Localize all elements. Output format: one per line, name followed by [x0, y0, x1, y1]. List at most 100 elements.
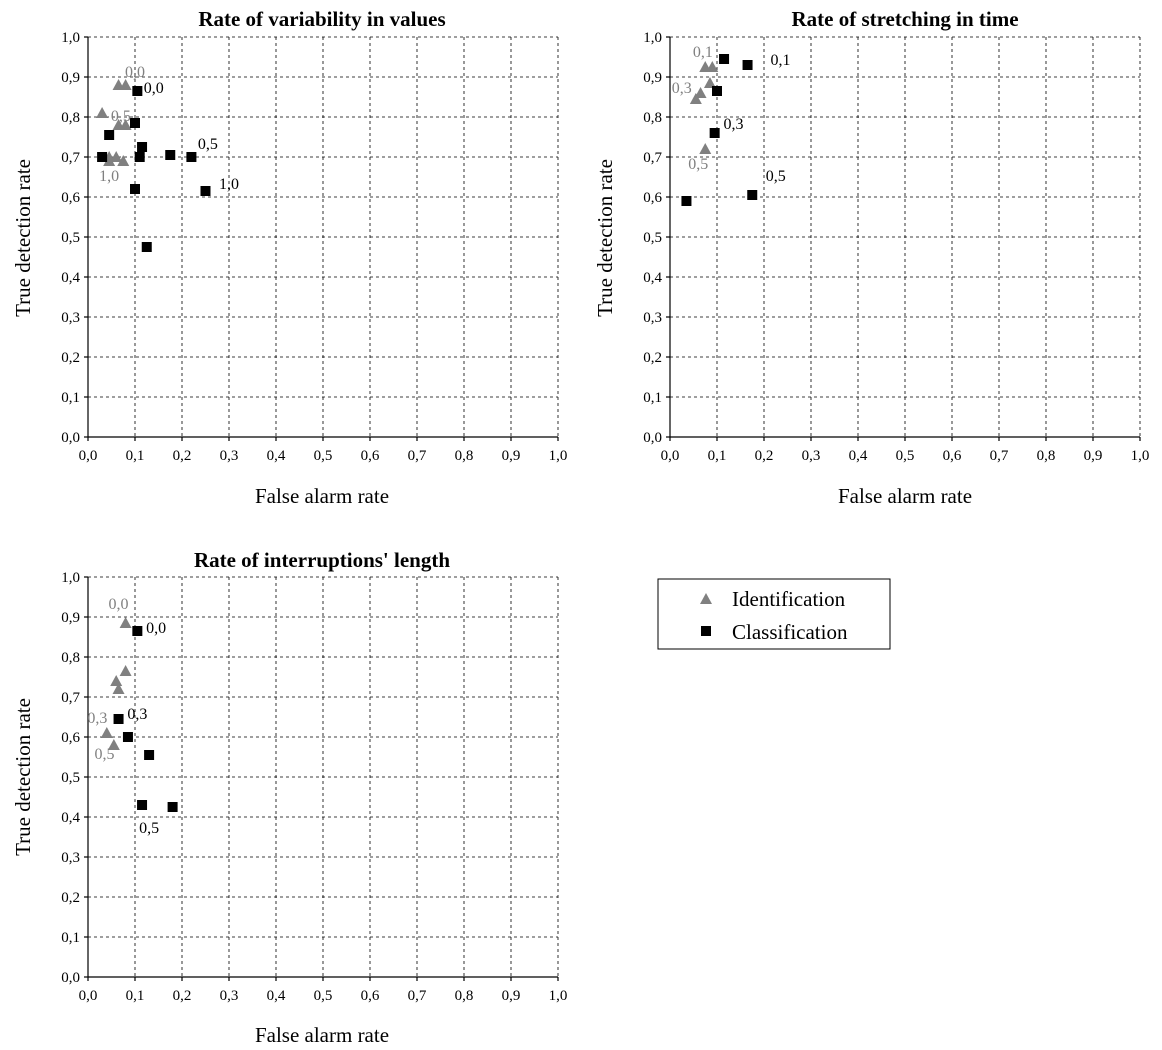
chart-variability: Rate of variability in values False alar…: [11, 7, 567, 508]
point-annotation: 0,5: [688, 156, 708, 173]
identification-point: [703, 77, 716, 88]
y-tick-label: 0,3: [643, 310, 662, 326]
y-tick-label: 1,0: [61, 570, 80, 586]
classification-point: [113, 714, 124, 724]
classification-point: [122, 732, 133, 742]
y-tick-label: 0,3: [61, 310, 80, 326]
y-tick-label: 0,1: [643, 390, 662, 406]
point-annotation: 0,5: [198, 136, 218, 153]
y-tick-label: 0,4: [643, 270, 662, 286]
x-tick-label: 0,0: [661, 448, 680, 464]
identification-point: [119, 79, 132, 90]
x-tick-label: 1,0: [1131, 448, 1150, 464]
point-annotation: 0,5: [766, 168, 786, 185]
y-tick-label: 0,6: [61, 730, 80, 746]
identification-point: [107, 739, 120, 750]
x-tick-label: 0,8: [1037, 448, 1056, 464]
classification-point: [165, 150, 176, 160]
identification-point: [699, 143, 712, 154]
x-tick-label: 0,5: [314, 448, 333, 464]
chart-stretching: Rate of stretching in time False alarm r…: [593, 7, 1149, 508]
identification-point: [110, 151, 123, 162]
chart-title: Rate of stretching in time: [791, 7, 1018, 31]
point-annotation: 0,3: [723, 116, 743, 133]
x-tick-label: 0,3: [220, 988, 239, 1004]
x-tick-label: 0,7: [408, 448, 427, 464]
point-annotation: 0,5: [111, 108, 131, 125]
point-annotation: 1,0: [219, 176, 239, 193]
x-tick-label: 0,0: [79, 988, 98, 1004]
classification-point: [137, 142, 148, 152]
y-tick-label: 0,8: [643, 110, 662, 126]
classification-point: [104, 130, 115, 140]
classification-point: [712, 86, 722, 96]
identification-point: [110, 675, 123, 686]
x-tick-label: 0,4: [267, 448, 286, 464]
x-tick-label: 0,5: [896, 448, 915, 464]
x-axis-label: False alarm rate: [838, 484, 972, 508]
x-tick-label: 0,3: [220, 448, 239, 464]
y-tick-label: 0,1: [61, 930, 80, 946]
y-tick-label: 0,7: [61, 690, 80, 706]
y-tick-label: 0,5: [61, 770, 80, 786]
point-annotation: 0,0: [144, 80, 164, 97]
y-axis-label: True detection rate: [11, 159, 35, 317]
x-tick-label: 0,6: [361, 988, 380, 1004]
legend-box: [657, 578, 891, 650]
x-tick-label: 0,5: [314, 988, 333, 1004]
point-annotation: 0,0: [146, 620, 166, 637]
identification-point: [96, 107, 109, 118]
y-tick-label: 0,0: [61, 970, 80, 986]
point-annotation: 1,0: [99, 168, 119, 185]
classification-point: [200, 186, 211, 196]
legend-square-marker: [701, 626, 711, 636]
classification-point: [681, 196, 692, 206]
identification-point: [103, 155, 116, 166]
classification-point: [130, 184, 140, 194]
classification-point: [132, 626, 143, 636]
identification-point: [117, 155, 130, 166]
x-axis-label: False alarm rate: [255, 1023, 389, 1047]
classification-point: [719, 54, 730, 64]
classification-point: [137, 800, 148, 810]
y-tick-label: 0,5: [643, 230, 662, 246]
x-tick-label: 0,1: [126, 988, 145, 1004]
y-tick-label: 0,6: [61, 190, 80, 206]
x-tick-label: 0,6: [943, 448, 962, 464]
x-tick-label: 0,9: [502, 448, 521, 464]
chart-title: Rate of interruptions' length: [194, 548, 450, 572]
classification-point: [167, 802, 178, 812]
y-axis-label: True detection rate: [11, 698, 35, 856]
y-tick-label: 0,8: [61, 110, 80, 126]
classification-point: [97, 152, 108, 162]
point-annotation: 0,3: [672, 80, 692, 97]
y-tick-label: 0,6: [643, 190, 662, 206]
point-annotation: 0,3: [127, 706, 147, 723]
y-tick-label: 0,7: [643, 150, 662, 166]
y-tick-label: 1,0: [61, 30, 80, 46]
y-tick-label: 0,9: [643, 70, 662, 86]
x-tick-label: 0,8: [455, 988, 474, 1004]
x-tick-label: 0,1: [708, 448, 727, 464]
classification-point: [709, 128, 720, 138]
x-tick-label: 1,0: [549, 988, 568, 1004]
y-tick-label: 0,9: [61, 610, 80, 626]
point-annotation: 0,0: [125, 64, 145, 81]
chart-interruptions: Rate of interruptions' length False alar…: [11, 548, 567, 1047]
legend: Identification Classification: [657, 578, 891, 650]
identification-point: [100, 727, 113, 738]
y-tick-label: 0,7: [61, 150, 80, 166]
x-tick-label: 0,9: [1084, 448, 1103, 464]
x-tick-label: 0,6: [361, 448, 380, 464]
y-axis-label: True detection rate: [593, 159, 617, 317]
y-tick-label: 0,9: [61, 70, 80, 86]
y-tick-label: 0,5: [61, 230, 80, 246]
point-annotation: 0,1: [770, 52, 790, 69]
x-tick-label: 0,3: [802, 448, 821, 464]
identification-point: [119, 665, 132, 676]
x-axis-label: False alarm rate: [255, 484, 389, 508]
x-tick-label: 0,0: [79, 448, 98, 464]
point-annotation: 0,5: [139, 820, 159, 837]
legend-item-classification: Classification: [732, 620, 848, 644]
